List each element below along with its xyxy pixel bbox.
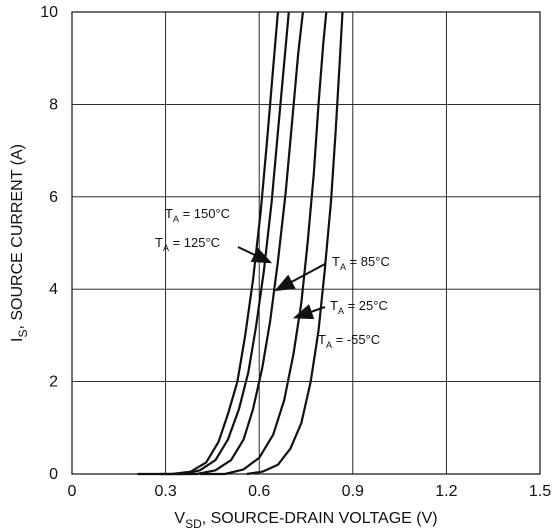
y-tick-label: 2: [49, 374, 58, 391]
x-axis-label: VSD, SOURCE-DRAIN VOLTAGE (V): [174, 510, 437, 529]
x-tick-label: 0.9: [342, 483, 364, 500]
grid: [72, 12, 540, 474]
annotation-arrow: [237, 246, 273, 264]
annotation-label: TA = 150°C: [165, 206, 230, 224]
x-tick-label: 1.2: [435, 483, 457, 500]
x-tick-label: 1.5: [529, 483, 551, 500]
x-tick-label: 0.3: [154, 483, 176, 500]
y-tick-label: 6: [49, 189, 58, 206]
axes: [71, 11, 541, 475]
x-tick-label: 0.6: [248, 483, 270, 500]
annotation-label: TA = -55°C: [318, 332, 380, 350]
y-tick-label: 8: [49, 96, 58, 113]
labels: 0 0.3 0.6 0.9 1.2 1.5 0 2 4 6 8 10 VSD, SOURCE-DRAIN…: [9, 4, 551, 529]
series-line: [159, 11, 290, 476]
x-tick-label: 0: [68, 483, 77, 500]
annotations: TA = 150°C TA = 125°C TA = 85°C TA = 25°C TA…: [155, 206, 390, 350]
y-tick-label: 0: [49, 466, 58, 483]
plot-frame: [71, 11, 541, 475]
annotation-label: TA = 125°C: [155, 235, 220, 253]
series-line: [246, 11, 344, 476]
annotation-arrow: [274, 263, 326, 292]
annotation-arrow: [292, 304, 326, 320]
annotation-label: TA = 85°C: [332, 254, 390, 272]
annotation-label: TA = 25°C: [330, 298, 388, 316]
series-line: [199, 11, 328, 476]
series-layer: [137, 11, 344, 476]
y-tick-label: 10: [40, 4, 58, 21]
series-line: [175, 11, 304, 476]
y-axis-label: IS, SOURCE CURRENT (A): [9, 144, 30, 342]
y-tick-label: 4: [49, 281, 58, 298]
